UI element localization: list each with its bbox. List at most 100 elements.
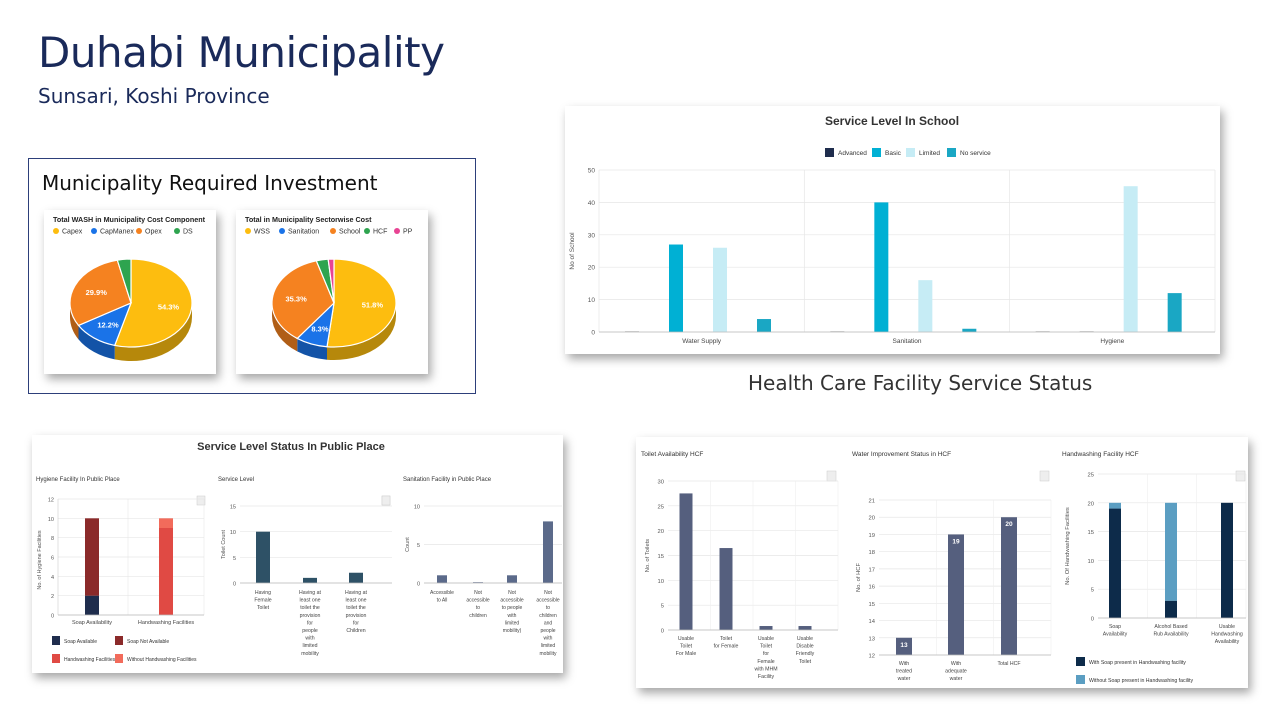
x-tick-label: With [951, 661, 961, 667]
y-tick-label: 8 [51, 536, 54, 542]
panel-title: Sanitation Facility in Public Place [403, 477, 492, 483]
y-tick-label: 30 [658, 480, 664, 486]
legend-label: Without Soap present in Handwashing faci… [1089, 678, 1194, 684]
y-tick-label: 6 [51, 556, 54, 562]
y-axis-label: No. of HCF [856, 563, 862, 592]
pie-slice-side [114, 303, 192, 361]
legend-label: DS [183, 229, 193, 236]
bar [473, 582, 483, 583]
legend-label: Limited [919, 150, 940, 157]
y-tick-label: 15 [1088, 530, 1094, 536]
menu-button [1235, 470, 1246, 482]
legend-label: Soap Available [64, 639, 97, 645]
pie-slice-school [271, 260, 335, 340]
y-tick-label: 40 [588, 200, 596, 207]
x-tick-label: to All [437, 598, 448, 604]
bar-segment [1109, 502, 1121, 509]
x-tick-label: Not [544, 590, 552, 596]
x-tick-label: Facility [758, 674, 775, 680]
y-tick-label: 20 [658, 529, 664, 535]
legend-swatch [364, 228, 370, 234]
page-subtitle: Sunsari, Koshi Province [38, 84, 270, 108]
y-tick-label: 5 [1091, 588, 1094, 594]
x-tick-label: Having [255, 590, 271, 596]
x-tick-label: Toilet [799, 659, 812, 665]
y-tick-label: 12 [48, 498, 54, 504]
bar [256, 531, 270, 583]
x-tick-label: Toilet [680, 644, 693, 650]
y-tick-label: 5 [233, 556, 236, 562]
legend-label: Advanced [838, 150, 867, 157]
x-tick-label: Toilet [760, 644, 773, 650]
pie-value-label: 29.9% [86, 288, 108, 297]
bar-value-label: 20 [1005, 521, 1013, 528]
bar [896, 637, 912, 655]
x-tick-label: provision [300, 613, 321, 619]
bar-value-label: 19 [952, 538, 960, 545]
y-axis-label: No of School [569, 232, 576, 270]
x-tick-label: Water Supply [682, 338, 722, 345]
legend-swatch [825, 148, 834, 157]
legend-label: Without Handwashing Facilities [127, 657, 197, 663]
legend-label: Sanitation [288, 229, 319, 236]
bar-segment [85, 595, 99, 615]
panel-title: Water Improvement Status in HCF [852, 451, 951, 458]
y-tick-label: 10 [230, 530, 236, 536]
public-place-card: Service Level Status In Public Place Hygi… [32, 435, 563, 673]
panel-title: Hygiene Facility In Public Place [36, 477, 120, 483]
y-tick-label: 10 [414, 505, 420, 511]
bar-basic [669, 244, 683, 332]
x-tick-label: mobility [540, 651, 557, 657]
bar [507, 575, 517, 583]
x-tick-label: accessible [536, 598, 560, 604]
bar-no-service [1167, 293, 1182, 332]
x-tick-label: Female [254, 598, 271, 604]
x-tick-label: Accessible [430, 590, 454, 596]
bar [349, 572, 363, 583]
legend-label: Soap Not Available [127, 639, 169, 645]
x-tick-label: limited [541, 643, 556, 649]
x-tick-label: limited [505, 620, 520, 626]
x-tick-label: Total HCF [997, 661, 1020, 667]
pie-slice-side [272, 303, 298, 352]
y-axis-label: No. of Hygiene Facilities [37, 530, 43, 590]
bar-segment [159, 518, 173, 528]
pie-slice-pp [327, 258, 335, 304]
legend-label: With Soap present in Handwashing facilit… [1089, 660, 1186, 666]
x-tick-label: Rub Availability [1153, 632, 1188, 638]
legend-swatch [136, 228, 142, 234]
pie-value-label: 54.3% [158, 303, 180, 312]
x-tick-label: Usable [1219, 624, 1235, 630]
legend-swatch [115, 654, 123, 663]
x-tick-label: with [544, 636, 553, 642]
y-tick-label: 25 [658, 504, 664, 510]
y-tick-label: 5 [661, 604, 664, 610]
y-tick-label: 0 [661, 629, 664, 635]
x-tick-label: Children [346, 628, 365, 634]
y-tick-label: 0 [1091, 617, 1094, 623]
x-tick-label: people [302, 628, 318, 634]
bar [303, 577, 317, 583]
pie-slice-ds [116, 258, 132, 304]
pie-cost-component-chart: Total WASH in Municipality Cost Componen… [53, 215, 206, 361]
x-tick-label: Usable [678, 636, 694, 642]
x-tick-label: adequate [945, 669, 967, 675]
x-tick-label: Availability [1103, 632, 1128, 638]
legend-swatch [872, 148, 881, 157]
y-tick-label: 16 [869, 585, 875, 591]
y-axis-label: No. Of Handwashing Facilities [1065, 507, 1071, 585]
x-tick-label: water [950, 676, 963, 682]
x-tick-label: to [546, 605, 550, 611]
legend-label: Capex [62, 229, 83, 236]
bar-segment [1165, 600, 1177, 618]
pie-value-label: 51.8% [362, 301, 384, 310]
y-tick-label: 25 [1088, 473, 1094, 479]
y-tick-label: 0 [417, 582, 420, 588]
x-tick-label: Disable [796, 644, 813, 650]
bar [437, 575, 447, 583]
bar-segment [159, 528, 173, 615]
pie-value-label: 12.2% [97, 321, 119, 330]
x-tick-label: toilet the [300, 605, 320, 611]
legend-swatch [1076, 657, 1085, 666]
bar [1001, 517, 1017, 655]
